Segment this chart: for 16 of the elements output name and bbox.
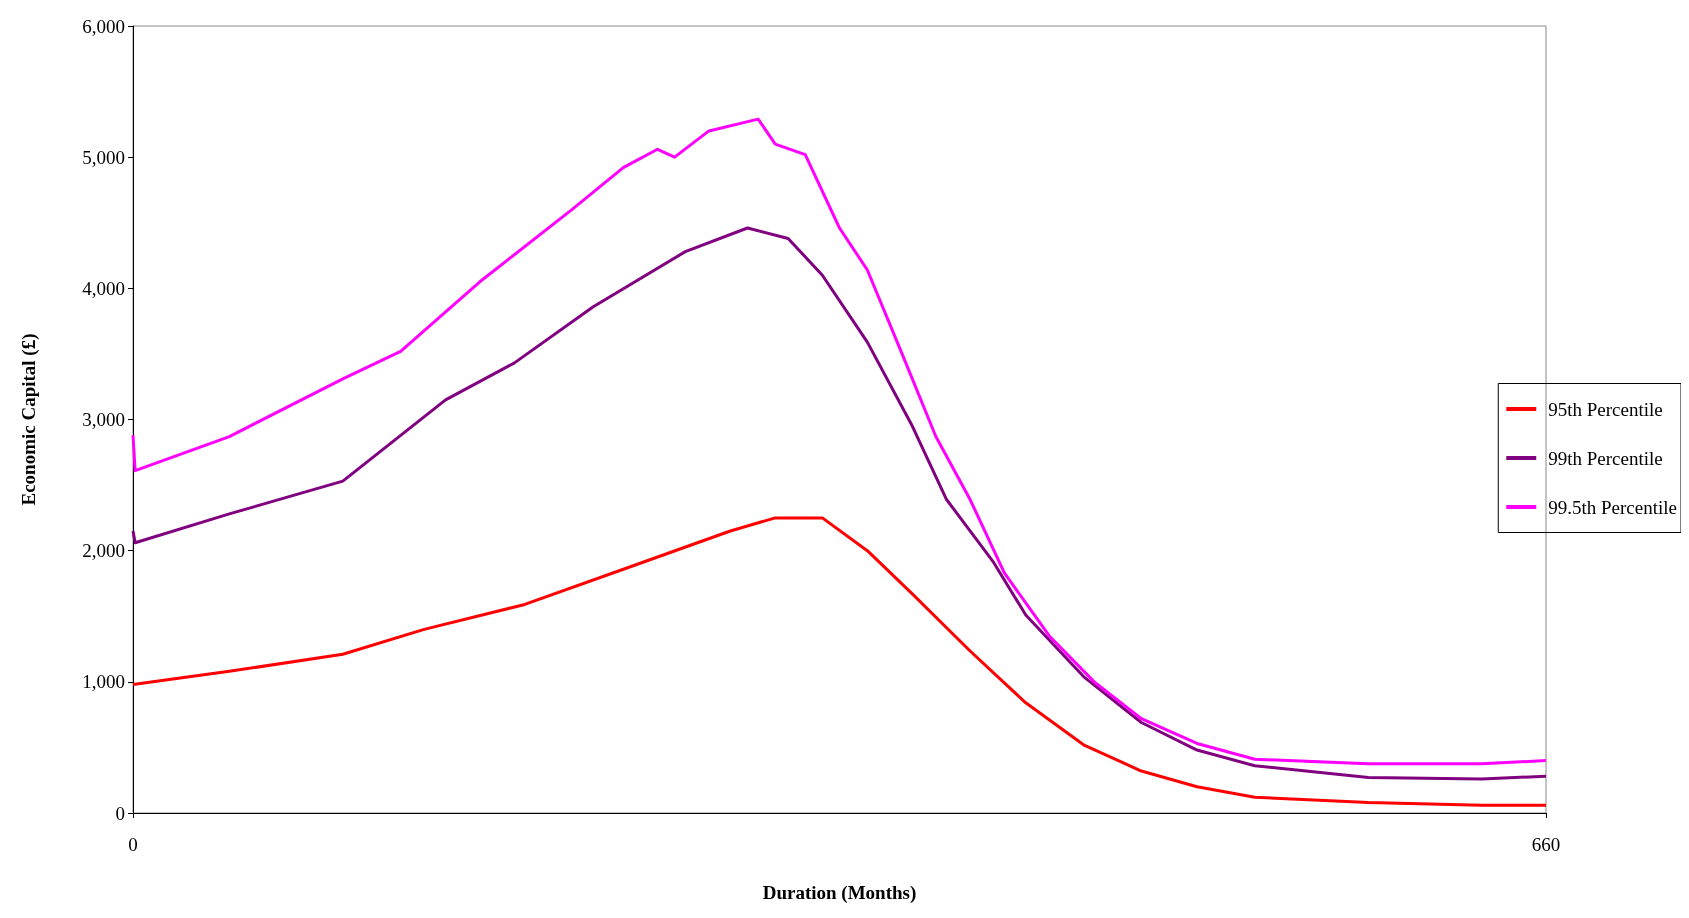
x-axis-title: Duration (Months)	[762, 882, 917, 904]
legend-label: 95th Percentile	[1548, 398, 1663, 420]
y-tick-label: 5,000	[82, 146, 125, 168]
y-tick-label: 2,000	[82, 540, 125, 562]
y-tick-label: 6,000	[82, 15, 125, 37]
legend-label: 99.5th Percentile	[1548, 496, 1678, 518]
line-series	[131, 117, 1548, 766]
y-tick-label: 1,000	[82, 671, 125, 693]
x-tick-label: 660	[1531, 834, 1561, 855]
y-tick-label: 4,000	[82, 277, 125, 299]
legend-label: 99th Percentile	[1548, 447, 1663, 469]
y-tick-label: 3,000	[82, 409, 125, 430]
line-series	[131, 516, 1548, 807]
y-axis-title: Economic Capital (£)	[18, 333, 40, 506]
y-tick-label: 0	[115, 802, 125, 824]
line-series	[131, 226, 1548, 781]
